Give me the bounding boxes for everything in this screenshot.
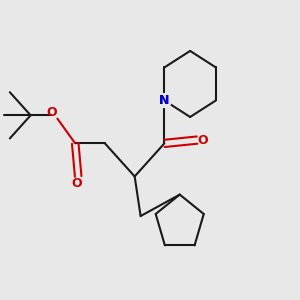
Text: O: O bbox=[71, 177, 82, 190]
Text: O: O bbox=[47, 106, 57, 119]
Text: N: N bbox=[159, 94, 170, 107]
Text: O: O bbox=[198, 134, 208, 147]
Text: N: N bbox=[159, 94, 170, 107]
